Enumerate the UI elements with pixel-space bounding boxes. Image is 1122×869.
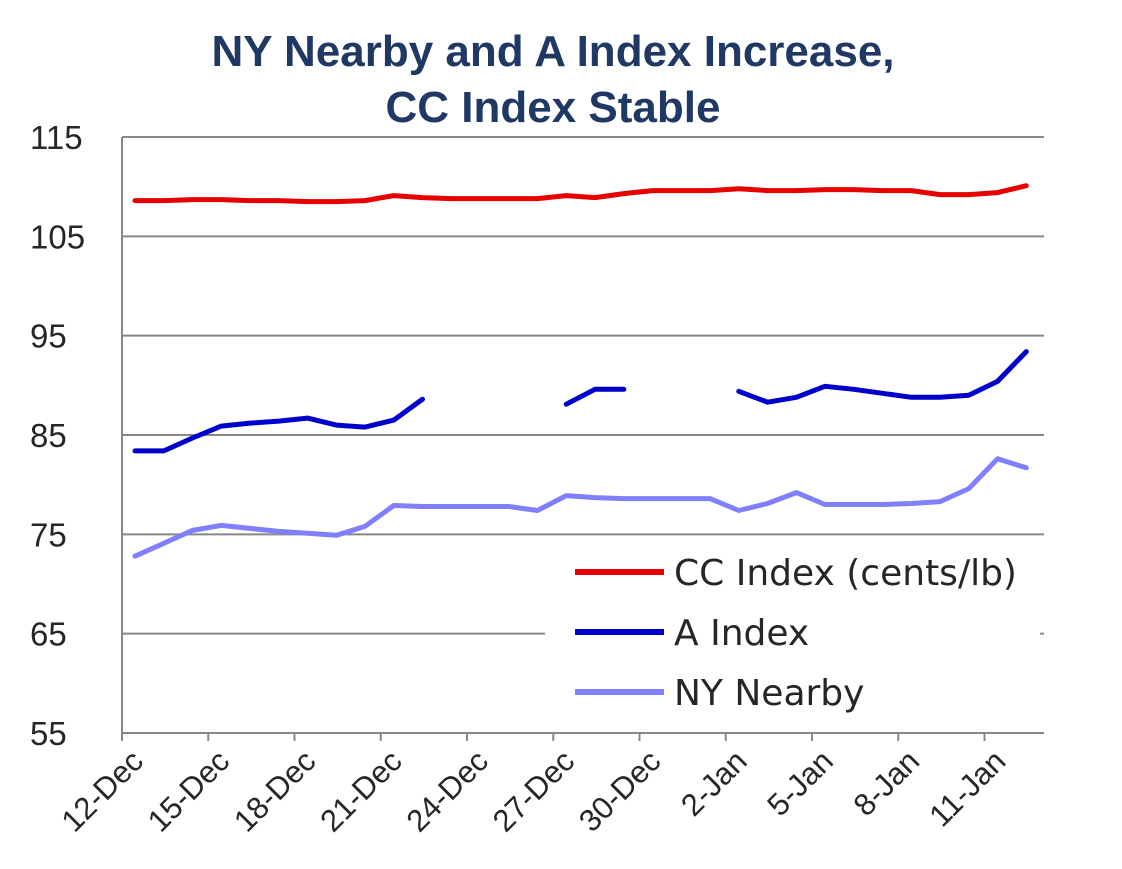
- series-line: [563, 386, 627, 407]
- x-tick-label: 15-Dec: [141, 743, 236, 838]
- y-tick-label: 85: [30, 417, 67, 454]
- series-line: [736, 349, 1029, 405]
- legend-background: [545, 545, 1040, 730]
- x-tick-label: 27-Dec: [486, 743, 581, 838]
- y-tick-label: 105: [30, 218, 85, 255]
- legend-label: CC Index (cents/lb): [674, 553, 1017, 594]
- y-axis-ticks: 55 65 75 85 95 105 115: [30, 119, 85, 752]
- series-line: [132, 183, 1029, 205]
- x-tick-label: 12-Dec: [55, 743, 150, 838]
- series-line: [132, 396, 425, 454]
- series-line: [132, 456, 1029, 559]
- x-tick-label: 21-Dec: [313, 743, 408, 838]
- y-tick-label: 95: [30, 318, 67, 355]
- chart-title-line-2: CC Index Stable: [386, 83, 721, 132]
- legend-label: NY Nearby: [674, 673, 864, 714]
- series-lines: [132, 183, 1029, 559]
- x-tick-label: 24-Dec: [400, 743, 495, 838]
- x-tick-label: 8-Jan: [847, 743, 927, 823]
- y-tick-label: 115: [30, 119, 83, 156]
- y-tick-label: 55: [30, 715, 67, 752]
- y-tick-label: 75: [30, 516, 67, 553]
- x-tick-label: 2-Jan: [674, 743, 754, 823]
- y-tick-label: 65: [30, 616, 67, 653]
- x-axis-ticks: 12-Dec15-Dec18-Dec21-Dec24-Dec27-Dec30-D…: [55, 743, 1013, 838]
- legend: CC Index (cents/lb) A Index NY Nearby: [575, 553, 1017, 714]
- chart-title-line-1: NY Nearby and A Index Increase,: [211, 27, 894, 76]
- x-tick-label: 11-Jan: [922, 743, 1012, 833]
- legend-label: A Index: [674, 613, 809, 654]
- axes: [121, 137, 1044, 741]
- x-tick-label: 5-Jan: [760, 743, 840, 823]
- x-tick-label: 18-Dec: [227, 743, 322, 838]
- x-tick-label: 30-Dec: [572, 743, 667, 838]
